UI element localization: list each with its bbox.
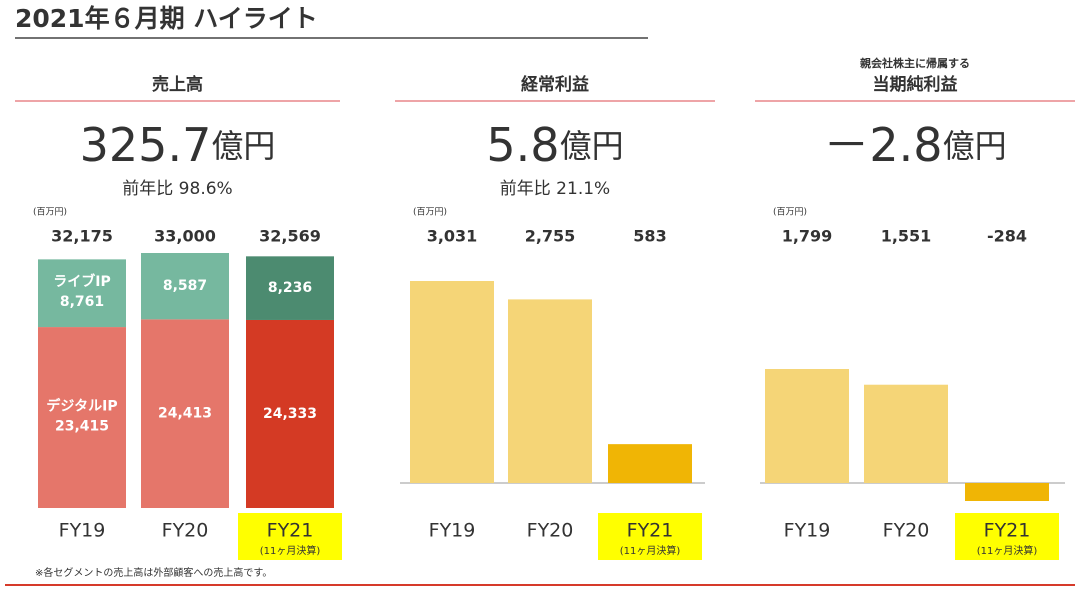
- panel-title: 当期純利益: [873, 74, 958, 95]
- segment-label: 24,333: [263, 406, 317, 422]
- bar: [965, 483, 1049, 501]
- headline: －2.8億円: [823, 118, 1006, 172]
- category-label: FY21: [984, 520, 1031, 542]
- bar: [508, 299, 592, 483]
- value-label: 1,551: [881, 227, 932, 246]
- category-highlight: [598, 513, 702, 560]
- headline-value: 5.8: [486, 118, 559, 172]
- category-label: FY21: [267, 520, 314, 542]
- headline: 5.8億円: [486, 118, 623, 172]
- category-note: (11ヶ月決算): [260, 544, 321, 557]
- headline: 325.7億円: [80, 118, 276, 172]
- segment-name: デジタルIP: [46, 398, 117, 415]
- headline-unit: 億円: [560, 127, 624, 165]
- bar-segment: [38, 259, 126, 328]
- value-label: 2,755: [525, 227, 576, 246]
- bar-segment: [141, 253, 229, 320]
- value-label: 3,031: [427, 227, 478, 246]
- category-label: FY19: [59, 520, 106, 542]
- category-note: (11ヶ月決算): [977, 544, 1038, 557]
- unit-label: (百万円): [413, 207, 447, 218]
- value-label: 1,799: [782, 227, 833, 246]
- segment-label: 8,587: [163, 278, 207, 294]
- category-label: FY19: [784, 520, 831, 542]
- category-label: FY19: [429, 520, 476, 542]
- panel-title: 売上高: [152, 74, 203, 95]
- value-label: -284: [987, 227, 1027, 246]
- page-title: 2021年６月期 ハイライト: [15, 4, 318, 33]
- category-label: FY20: [162, 520, 209, 542]
- segment-label: 24,413: [158, 406, 212, 422]
- category-label: FY20: [527, 520, 574, 542]
- bar-segment: [38, 327, 126, 508]
- headline-value: －2.8: [823, 118, 942, 172]
- bar: [608, 444, 692, 483]
- value-label: 583: [633, 227, 666, 246]
- segment-label: 8,761: [60, 294, 104, 310]
- segment-label: 23,415: [55, 419, 109, 435]
- headline-value: 325.7: [80, 118, 212, 172]
- bar: [765, 369, 849, 483]
- total-label: 32,569: [259, 227, 321, 246]
- category-highlight: [238, 513, 342, 560]
- category-label: FY21: [627, 520, 674, 542]
- yoy: 前年比 21.1%: [500, 179, 610, 199]
- bar-segment: [141, 319, 229, 508]
- segment-label: 8,236: [268, 280, 312, 296]
- footnote: ※各セグメントの売上高は外部顧客への売上高です。: [35, 566, 272, 579]
- bar-segment: [246, 319, 334, 508]
- panel-title: 経常利益: [521, 74, 589, 95]
- total-label: 33,000: [154, 227, 216, 246]
- headline-unit: 億円: [211, 127, 275, 165]
- unit-label: (百万円): [773, 207, 807, 218]
- yoy: 前年比 98.6%: [122, 179, 232, 199]
- bar: [410, 281, 494, 483]
- bar: [864, 384, 948, 483]
- unit-label: (百万円): [33, 207, 67, 218]
- category-label: FY20: [883, 520, 930, 542]
- category-highlight: [955, 513, 1059, 560]
- panel-subtitle: 親会社株主に帰属する: [860, 56, 970, 70]
- segment-name: ライブIP: [53, 273, 110, 290]
- bar-segment: [246, 256, 334, 320]
- category-note: (11ヶ月決算): [620, 544, 681, 557]
- headline-unit: 億円: [943, 127, 1007, 165]
- total-label: 32,175: [51, 227, 113, 246]
